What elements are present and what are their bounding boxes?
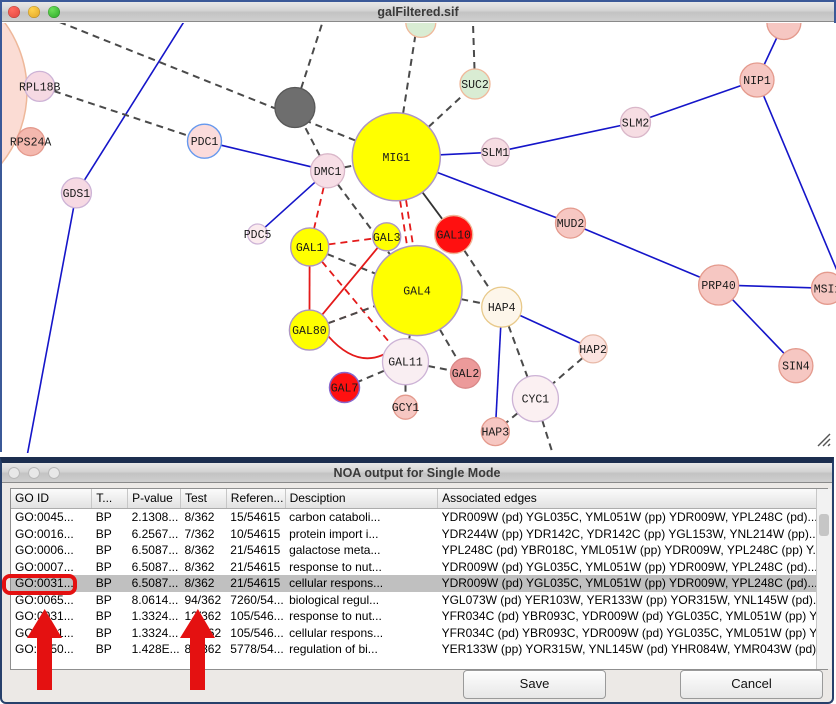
svg-text:PDC1: PDC1 [191,136,219,149]
svg-text:HAP2: HAP2 [579,344,607,357]
svg-text:GAL1: GAL1 [296,242,324,255]
svg-text:CYC1: CYC1 [522,394,550,407]
svg-text:SLM2: SLM2 [622,117,650,130]
svg-text:GAL10: GAL10 [436,230,471,243]
svg-text:GAL3: GAL3 [373,232,401,245]
svg-text:NIP1: NIP1 [743,75,771,88]
svg-text:MIG1: MIG1 [382,152,410,165]
svg-text:MSI1: MSI1 [814,283,836,296]
svg-text:SIN4: SIN4 [782,361,810,374]
svg-text:HAP3: HAP3 [481,427,509,440]
svg-text:SUC2: SUC2 [461,79,489,92]
svg-text:PDC5: PDC5 [244,229,272,242]
svg-text:GAL80: GAL80 [292,325,327,338]
svg-text:PRP40: PRP40 [701,280,736,293]
svg-text:GAL2: GAL2 [452,368,480,381]
svg-text:SLM1: SLM1 [482,147,510,160]
svg-text:GAL11: GAL11 [388,357,423,370]
svg-text:DMC1: DMC1 [314,166,342,179]
svg-text:MUD2: MUD2 [557,218,585,231]
svg-text:RPL18B: RPL18B [19,81,61,94]
svg-text:RPS24A: RPS24A [10,137,52,150]
svg-text:GAL4: GAL4 [403,286,431,299]
svg-text:GDS1: GDS1 [63,188,91,201]
svg-text:GCY1: GCY1 [392,402,420,415]
svg-text:HAP4: HAP4 [488,302,516,315]
svg-text:GAL7: GAL7 [331,383,359,396]
